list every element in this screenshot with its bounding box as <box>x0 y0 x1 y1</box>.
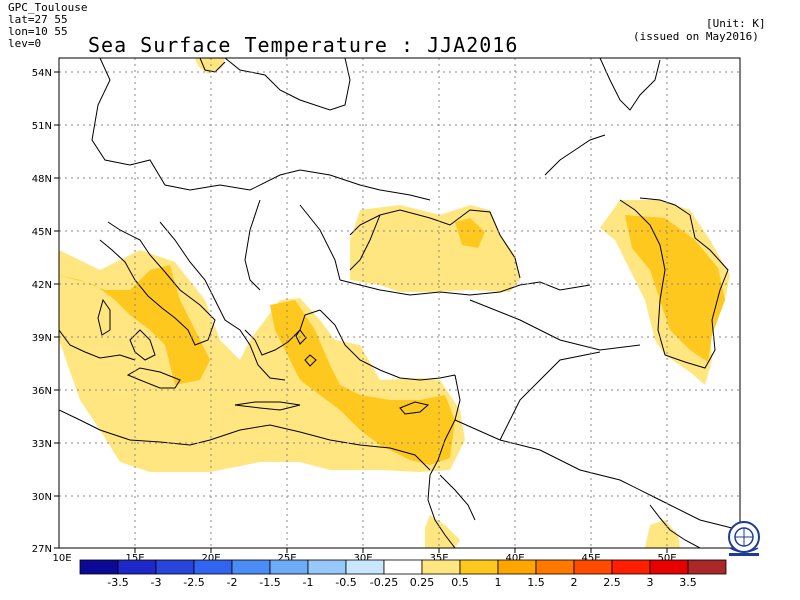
colorbar: -3.5 -3 -2.5 -2 -1.5 -1 -0.5 -0.25 0.25 0.5 1 1.5 2 2… <box>79 559 727 589</box>
anomaly-pale-black-sea <box>350 205 520 292</box>
colorbar-swatch <box>193 559 233 575</box>
lat-tick-label: 39N <box>32 333 52 344</box>
lon-tick-label: 15E <box>125 553 144 564</box>
lon-tick-label: 20E <box>201 553 220 564</box>
map-title: Sea Surface Temperature : JJA2016 <box>88 33 519 57</box>
colorbar-swatch <box>497 559 537 575</box>
anomaly-deep-black-sea <box>455 218 485 248</box>
colorbar-swatches <box>79 559 727 575</box>
colorbar-label: -3 <box>151 576 162 589</box>
colorbar-swatch <box>573 559 613 575</box>
lat-axis: 54N 51N 48N 45N 42N 39N 36N 33N 30N 27N <box>32 68 52 555</box>
colorbar-label: 1 <box>495 576 502 589</box>
lon-label: lon=10 55 <box>8 25 68 38</box>
anomaly-layer <box>59 58 730 548</box>
lat-tick-label: 27N <box>32 544 52 555</box>
lat-tick-label: 54N <box>32 68 52 79</box>
lat-tick-label: 33N <box>32 439 52 450</box>
colorbar-swatch <box>79 559 119 575</box>
colorbar-swatch <box>231 559 271 575</box>
lat-tick-label: 45N <box>32 227 52 238</box>
lon-tick-label: 50E <box>657 553 676 564</box>
colorbar-swatch <box>611 559 651 575</box>
lat-tick-label: 48N <box>32 174 52 185</box>
lat-tick-label: 42N <box>32 280 52 291</box>
colorbar-swatch <box>117 559 157 575</box>
lat-tick-label: 51N <box>32 121 52 132</box>
lon-tick-label: 10E <box>52 553 71 564</box>
colorbar-swatch <box>535 559 575 575</box>
grid-layer <box>59 58 740 548</box>
map-frame <box>58 57 741 549</box>
source-label: GPC_Toulouse <box>8 1 88 14</box>
colorbar-swatch <box>421 559 461 575</box>
colorbar-label: 0.5 <box>451 576 469 589</box>
lev-label: lev=0 <box>8 37 42 50</box>
colorbar-label: 2 <box>571 576 578 589</box>
colorbar-label: -3.5 <box>107 576 128 589</box>
lon-tick-label: 30E <box>353 553 372 564</box>
lat-label: lat=27 55 <box>8 13 68 26</box>
lon-tick-label: 45E <box>581 553 600 564</box>
colorbar-label: 3.5 <box>679 576 697 589</box>
colorbar-swatch <box>459 559 499 575</box>
colorbar-label: -0.5 <box>335 576 356 589</box>
colorbar-label: 1.5 <box>527 576 545 589</box>
colorbar-swatch <box>155 559 195 575</box>
wmo-logo <box>728 521 760 556</box>
colorbar-swatch <box>383 559 423 575</box>
colorbar-swatch <box>649 559 689 575</box>
issued-label: (issued on May2016) <box>633 30 759 43</box>
anomaly-deep-caspian <box>625 215 725 362</box>
colorbar-label: -2.5 <box>183 576 204 589</box>
colorbar-label: -2 <box>227 576 238 589</box>
anomaly-deep-aegean <box>270 300 455 465</box>
anomaly-pale-baltic <box>195 58 225 74</box>
coastline-layer <box>59 58 740 548</box>
lon-tick-label: 35E <box>429 553 448 564</box>
colorbar-label: 0.25 <box>410 576 435 589</box>
colorbar-label: -0.25 <box>370 576 398 589</box>
lon-tick-label: 40E <box>505 553 524 564</box>
colorbar-swatch <box>307 559 347 575</box>
unit-label: [Unit: K] <box>706 17 766 30</box>
colorbar-label: 2.5 <box>603 576 621 589</box>
colorbar-swatch <box>269 559 309 575</box>
lat-tick-label: 36N <box>32 386 52 397</box>
lon-axis: 10E 15E 20E 25E 30E 35E 40E 45E 50E <box>52 553 676 564</box>
lon-tick-label: 25E <box>277 553 296 564</box>
axis-ticks <box>54 71 668 553</box>
lat-tick-label: 30N <box>32 492 52 503</box>
anomaly-pale-gulf <box>645 520 680 548</box>
colorbar-swatch <box>687 559 727 575</box>
colorbar-swatch <box>345 559 385 575</box>
colorbar-label: -1 <box>303 576 314 589</box>
colorbar-label: 3 <box>647 576 654 589</box>
colorbar-labels: -3.5 -3 -2.5 -2 -1.5 -1 -0.5 -0.25 0.25 0.5 1 1.5 2 2… <box>107 576 696 589</box>
anomaly-deep-tyrrhenian <box>59 265 210 385</box>
colorbar-label: -1.5 <box>259 576 280 589</box>
